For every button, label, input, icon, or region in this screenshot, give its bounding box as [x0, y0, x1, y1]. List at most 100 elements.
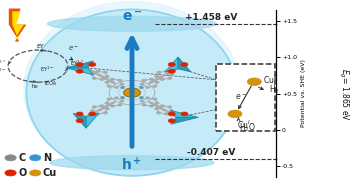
Circle shape: [94, 72, 98, 74]
Circle shape: [153, 80, 156, 81]
FancyBboxPatch shape: [216, 64, 275, 131]
Circle shape: [153, 98, 157, 100]
Circle shape: [30, 170, 41, 176]
Circle shape: [168, 119, 175, 123]
Circle shape: [168, 63, 175, 66]
Circle shape: [160, 105, 164, 107]
Circle shape: [94, 111, 98, 113]
Text: $e^-$: $e^-$: [68, 44, 80, 53]
Circle shape: [170, 110, 174, 112]
Circle shape: [107, 98, 111, 100]
Circle shape: [149, 105, 153, 107]
Circle shape: [105, 108, 109, 110]
Circle shape: [169, 71, 173, 73]
Circle shape: [96, 113, 100, 115]
Polygon shape: [86, 113, 99, 128]
Circle shape: [100, 105, 104, 107]
Circle shape: [105, 81, 109, 83]
Circle shape: [111, 78, 115, 80]
Polygon shape: [66, 68, 93, 75]
Text: EY$^{1-}$: EY$^{1-}$: [40, 64, 54, 74]
Circle shape: [114, 97, 119, 99]
Circle shape: [181, 112, 188, 116]
Polygon shape: [171, 110, 198, 117]
Circle shape: [90, 110, 94, 112]
Circle shape: [173, 69, 176, 71]
Text: O: O: [18, 168, 26, 178]
Polygon shape: [178, 57, 191, 72]
Circle shape: [159, 76, 163, 78]
Circle shape: [101, 76, 105, 78]
Circle shape: [120, 100, 124, 102]
Circle shape: [92, 106, 96, 108]
Circle shape: [76, 63, 83, 66]
Circle shape: [139, 97, 143, 99]
Circle shape: [89, 112, 96, 116]
Circle shape: [153, 104, 156, 106]
Circle shape: [166, 72, 170, 74]
Circle shape: [173, 115, 176, 116]
Text: EY$^{0*}$: EY$^{0*}$: [0, 59, 6, 68]
Circle shape: [168, 106, 172, 108]
Ellipse shape: [50, 156, 214, 170]
Circle shape: [92, 77, 96, 79]
Y-axis label: Potential vs. SHE (eV): Potential vs. SHE (eV): [301, 60, 306, 128]
Text: H$_2$: H$_2$: [269, 84, 280, 97]
Circle shape: [114, 86, 119, 88]
Circle shape: [157, 112, 161, 114]
Circle shape: [181, 63, 188, 66]
Polygon shape: [73, 113, 86, 128]
Circle shape: [160, 78, 164, 81]
Circle shape: [91, 113, 95, 115]
Text: Cu: Cu: [43, 168, 57, 178]
Circle shape: [111, 81, 115, 83]
Circle shape: [149, 78, 153, 80]
Circle shape: [108, 104, 111, 106]
Circle shape: [120, 83, 124, 85]
Circle shape: [164, 70, 168, 72]
Text: $\mathbf{e^-}$: $\mathbf{e^-}$: [122, 10, 142, 24]
Text: Cu$^{II}$: Cu$^{II}$: [263, 73, 278, 86]
Circle shape: [118, 104, 122, 106]
Polygon shape: [165, 57, 178, 72]
Circle shape: [142, 104, 146, 106]
Circle shape: [5, 155, 16, 161]
Circle shape: [155, 75, 159, 77]
Circle shape: [168, 112, 175, 116]
Circle shape: [30, 155, 41, 161]
Circle shape: [140, 83, 144, 85]
Circle shape: [121, 97, 125, 99]
Circle shape: [111, 105, 115, 107]
Circle shape: [105, 78, 108, 80]
Circle shape: [163, 109, 166, 111]
Circle shape: [159, 107, 163, 109]
Polygon shape: [66, 61, 93, 68]
Circle shape: [100, 78, 104, 81]
Circle shape: [140, 100, 144, 102]
Circle shape: [111, 102, 115, 104]
Circle shape: [169, 113, 173, 115]
Ellipse shape: [48, 16, 216, 31]
Text: $E_g$= 1.865 eV: $E_g$= 1.865 eV: [337, 68, 350, 121]
Circle shape: [155, 108, 159, 110]
Circle shape: [88, 115, 91, 116]
Text: EY$^{2-}$: EY$^{2-}$: [0, 66, 6, 76]
Circle shape: [156, 78, 159, 80]
Circle shape: [5, 170, 16, 176]
Circle shape: [105, 75, 109, 77]
Text: $\mathbf{h^+}$: $\mathbf{h^+}$: [121, 156, 143, 173]
Circle shape: [88, 69, 91, 71]
Circle shape: [142, 79, 146, 81]
Text: EY$^{1*}$: EY$^{1*}$: [70, 59, 84, 68]
Text: hν: hν: [31, 84, 38, 89]
Text: $e^-$: $e^-$: [235, 92, 247, 102]
Text: EY: EY: [36, 44, 44, 49]
Circle shape: [121, 87, 125, 89]
Circle shape: [91, 71, 95, 73]
Circle shape: [145, 86, 150, 88]
Circle shape: [153, 85, 157, 87]
Circle shape: [228, 110, 242, 118]
Polygon shape: [12, 11, 24, 39]
Circle shape: [156, 105, 159, 107]
Circle shape: [98, 74, 101, 76]
